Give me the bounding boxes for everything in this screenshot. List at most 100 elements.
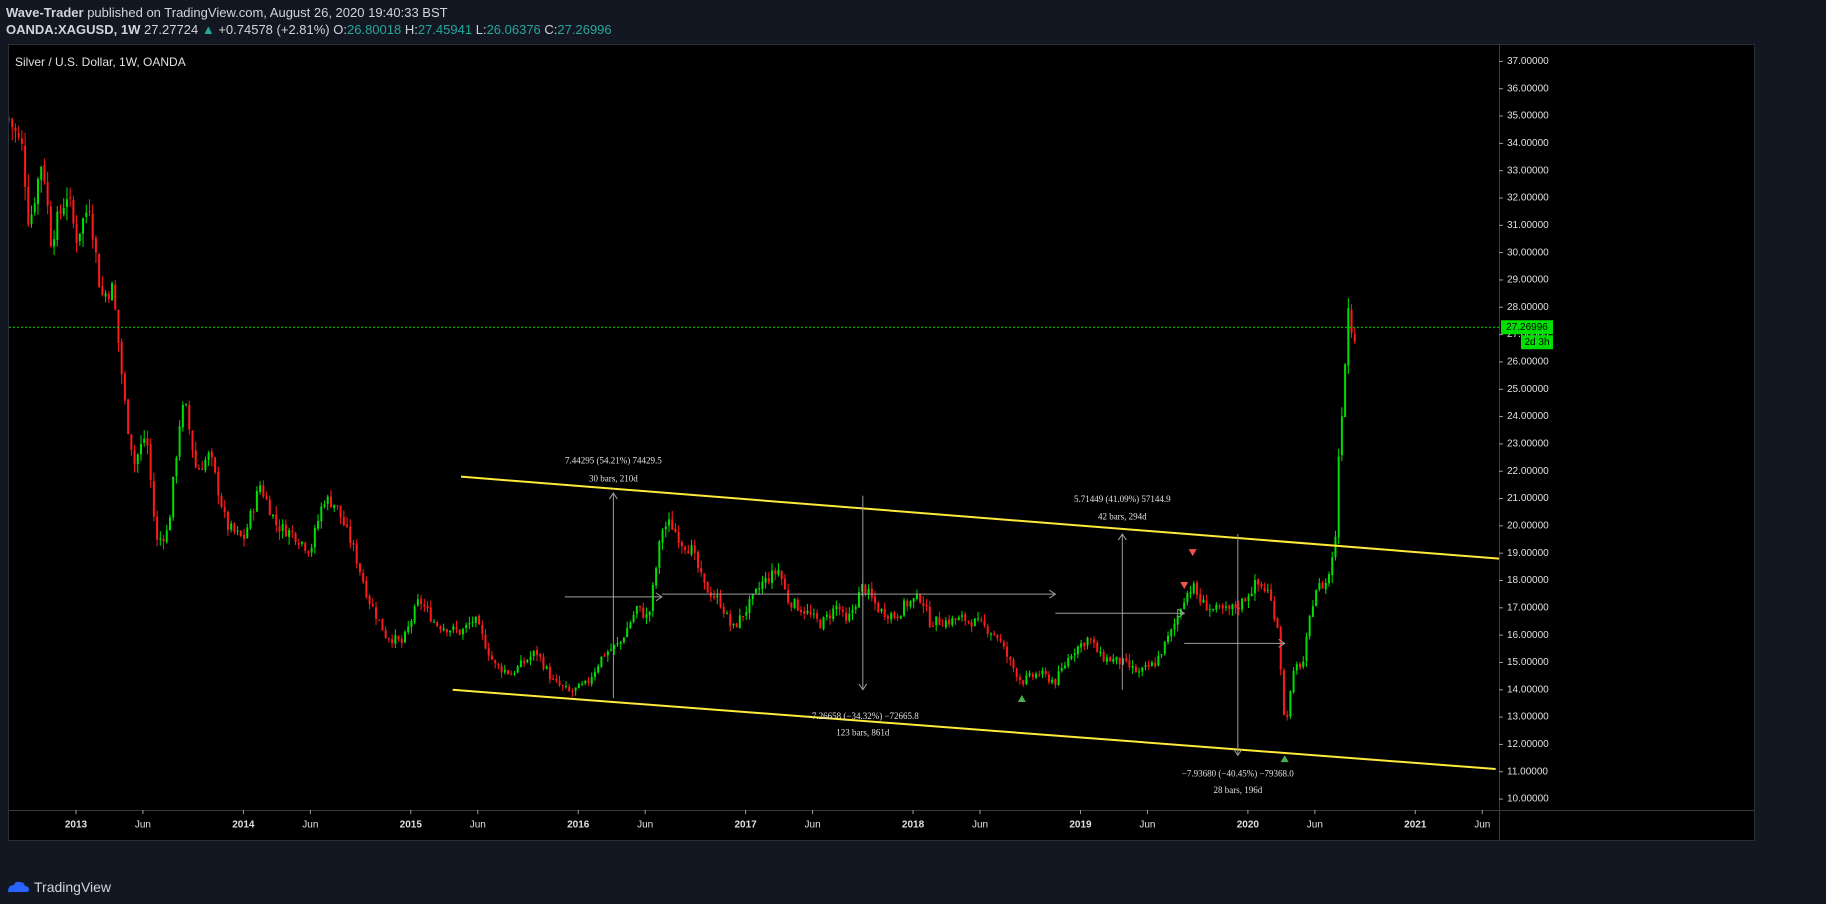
candle-body — [1253, 579, 1256, 594]
candle-body — [993, 633, 996, 635]
candle-body — [655, 568, 658, 586]
candle-body — [664, 526, 667, 530]
ohlc-legend: OANDA:XAGUSD, 1W 27.27724 ▲ +0.74578 (+2… — [6, 21, 1806, 38]
candle-body — [375, 607, 378, 619]
price-chart[interactable]: Silver / U.S. Dollar, 1W, OANDA 10.00000… — [9, 45, 1754, 840]
candle-body — [259, 485, 262, 492]
measure-label-bars: 30 bars, 210d — [589, 473, 638, 483]
candle-body — [1102, 652, 1105, 662]
price-tick-label: 32.00000 — [1507, 193, 1549, 204]
candle-body — [265, 495, 268, 500]
candle-body — [983, 620, 986, 626]
candle-body — [226, 511, 229, 530]
price-tick-label: 30.00000 — [1507, 247, 1549, 258]
candle-body — [53, 239, 56, 247]
candle-body — [951, 618, 954, 625]
author-name[interactable]: Wave-Trader — [6, 5, 84, 20]
price-tick-label: 31.00000 — [1507, 220, 1549, 231]
candle-body — [162, 538, 165, 542]
candle-body — [104, 293, 107, 297]
candle-body — [94, 238, 97, 253]
candle-body — [1347, 308, 1350, 366]
candle-body — [168, 517, 171, 531]
candle-body — [272, 514, 275, 517]
candle-body — [307, 551, 310, 554]
candle-body — [771, 570, 774, 584]
candle-body — [519, 660, 522, 668]
candle-body — [217, 471, 220, 496]
candle-body — [478, 615, 481, 625]
triangle-up-icon — [1017, 694, 1026, 702]
candle-body — [1299, 663, 1302, 668]
candle-body — [545, 666, 548, 669]
bar-countdown-label: 2d 3h — [1524, 337, 1549, 348]
channel-lower-trendline[interactable] — [452, 688, 1496, 771]
candle-body — [661, 530, 664, 543]
brand-name[interactable]: TradingView — [34, 879, 112, 895]
candle-body — [1044, 670, 1047, 675]
time-tick-label: Jun — [1474, 820, 1490, 831]
triangle-up-icon — [1280, 755, 1289, 763]
candle-body — [1289, 691, 1292, 717]
candle-body — [1234, 603, 1237, 609]
candle-body — [552, 678, 555, 680]
chart-header: Wave-Trader published on TradingView.com… — [6, 4, 1806, 38]
candle-body — [706, 581, 709, 593]
candle-body — [1022, 680, 1025, 685]
candle-body — [175, 457, 178, 477]
candle-body — [1334, 536, 1337, 558]
candle-body — [69, 197, 72, 199]
candle-body — [536, 649, 539, 655]
candle-body — [928, 606, 931, 627]
channel-upper-trendline[interactable] — [460, 475, 1500, 560]
candle-body — [857, 591, 860, 608]
candle-body — [423, 604, 426, 607]
candle-body — [1128, 660, 1131, 668]
candle-body — [532, 650, 535, 657]
candle-body — [796, 599, 799, 611]
candle-body — [684, 546, 687, 551]
candle-body — [758, 588, 761, 590]
candle-body — [1076, 646, 1079, 655]
candle-body — [40, 166, 43, 180]
candle-body — [255, 491, 258, 512]
candle-body — [275, 514, 278, 526]
candle-body — [825, 614, 828, 617]
candle-body — [1244, 598, 1247, 602]
candle-body — [384, 630, 387, 639]
candle-body — [1067, 657, 1070, 667]
candle-body — [214, 457, 217, 473]
candle-body — [516, 666, 519, 673]
candle-body — [600, 656, 603, 667]
open-label: O: — [333, 22, 347, 37]
candle-body — [616, 643, 619, 645]
price-tick-label: 13.00000 — [1507, 712, 1549, 723]
measure-arrow-icon — [1049, 589, 1057, 599]
candle-body — [494, 660, 497, 664]
candle-body — [841, 609, 844, 612]
candle-body — [622, 638, 625, 643]
candle-body — [461, 628, 464, 635]
candle-body — [439, 626, 442, 630]
candle-body — [793, 598, 796, 609]
current-price-label: 27.26996 — [1506, 322, 1548, 333]
candle-body — [210, 451, 213, 458]
candle-body — [938, 617, 941, 625]
candle-body — [111, 283, 114, 301]
candle-body — [980, 619, 983, 621]
candle-body — [523, 661, 526, 663]
candle-body — [828, 615, 831, 618]
candle-body — [764, 577, 767, 583]
candle-body — [1224, 606, 1227, 608]
candle-body — [648, 611, 651, 616]
candle-body — [1131, 665, 1134, 668]
candle-body — [123, 373, 126, 401]
measure-label-bars: 42 bars, 294d — [1098, 512, 1147, 522]
candle-body — [957, 617, 960, 621]
candle-body — [243, 534, 246, 539]
candle-body — [886, 616, 889, 619]
chart-panel[interactable]: Silver / U.S. Dollar, 1W, OANDA 10.00000… — [8, 44, 1755, 841]
candle-body — [278, 526, 281, 532]
candle-body — [82, 218, 85, 234]
candle-body — [854, 606, 857, 610]
